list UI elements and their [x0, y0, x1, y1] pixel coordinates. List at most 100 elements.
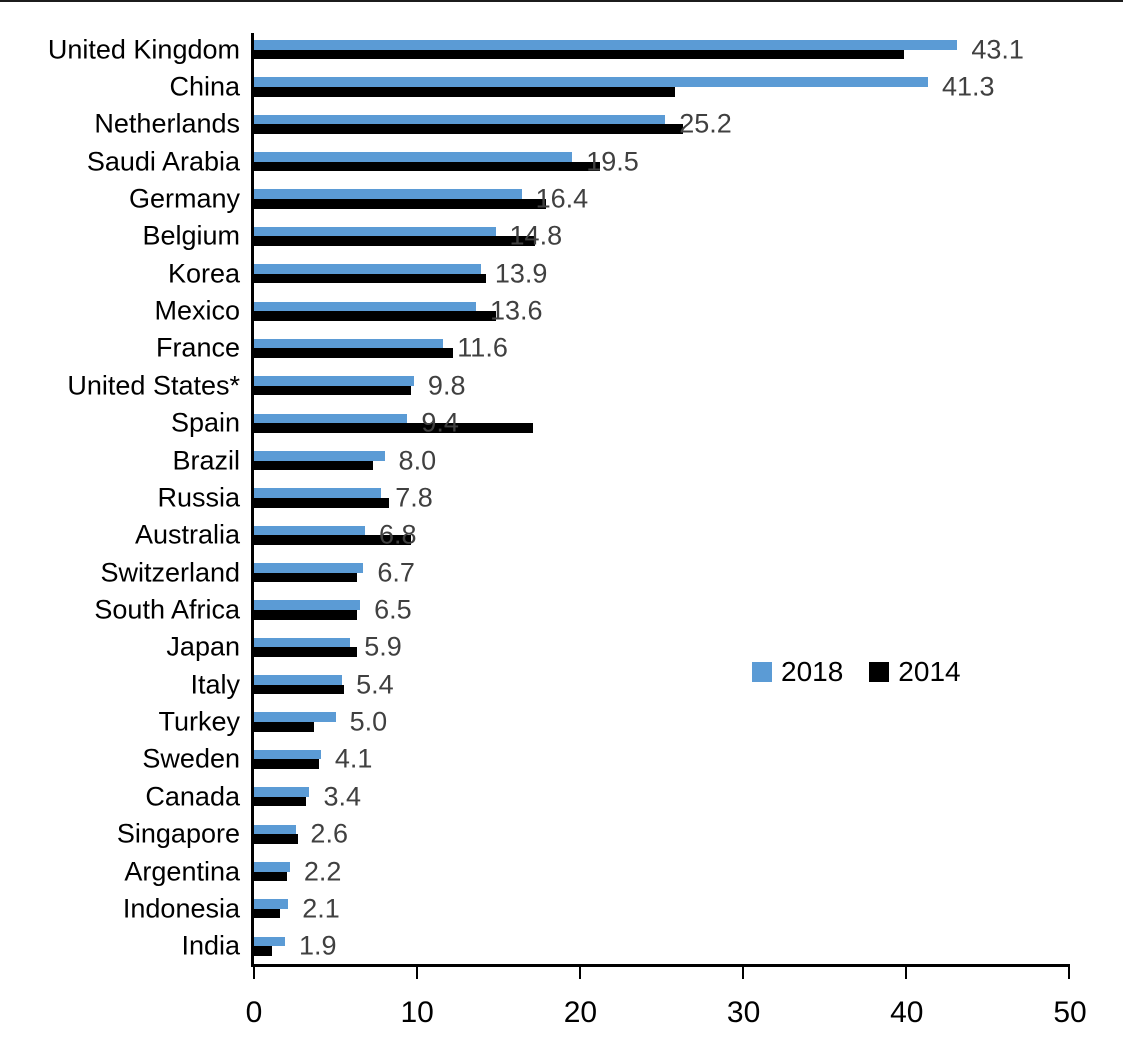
category-label: Saudi Arabia: [86, 146, 240, 177]
category-label: Mexico: [154, 295, 240, 326]
value-label: 2.6: [310, 818, 348, 849]
bar-2014: [254, 311, 496, 321]
value-label: 25.2: [679, 108, 732, 139]
bar-2018: [254, 675, 343, 685]
bar-2018: [254, 226, 496, 237]
legend-swatch-2014: [869, 662, 890, 682]
bar-2014: [254, 497, 390, 508]
bar-2018: [254, 376, 414, 386]
category-label: Japan: [166, 631, 240, 662]
value-label: 7.8: [395, 482, 433, 513]
category-label: Indonesia: [122, 893, 240, 924]
value-label: 9.4: [421, 407, 459, 438]
value-label: 43.1: [971, 34, 1024, 65]
legend: 2018 2014: [752, 656, 961, 688]
x-axis-tick-label: 50: [1053, 996, 1087, 1029]
bar-2014: [254, 348, 454, 359]
bar-2018: [254, 264, 481, 274]
bar-2018: [254, 563, 364, 573]
category-label: France: [155, 332, 240, 363]
top-border-line: [0, 0, 1123, 2]
bar-2014: [254, 86, 676, 97]
category-label: Belgium: [142, 220, 240, 251]
x-axis-tick-label: 40: [890, 996, 924, 1029]
value-label: 19.5: [586, 146, 639, 177]
bar-2014: [254, 946, 272, 956]
category-label: Brazil: [172, 445, 240, 476]
value-label: 8.0: [398, 445, 437, 476]
category-label: India: [181, 930, 240, 961]
value-label: 5.9: [364, 631, 402, 662]
bar-2014: [254, 722, 315, 732]
x-axis-tick: [578, 967, 581, 979]
bar-2014: [254, 385, 411, 396]
bar-2014: [254, 647, 357, 657]
legend-swatch-2018: [752, 662, 772, 682]
x-axis-line: [251, 964, 1070, 967]
value-label: 9.8: [427, 370, 466, 401]
value-label: 16.4: [535, 183, 589, 214]
bar-2018: [254, 787, 310, 797]
legend-item-2014: 2014: [869, 656, 961, 688]
bar-2014: [254, 273, 486, 284]
value-label: 6.5: [374, 594, 412, 625]
bar-2018: [254, 936, 285, 947]
value-label: 5.0: [349, 706, 388, 737]
category-label: Turkey: [158, 706, 240, 737]
bar-2014: [254, 834, 299, 844]
value-label: 1.9: [299, 930, 337, 961]
x-axis-tick-label: 10: [400, 996, 434, 1029]
category-label: Russia: [157, 482, 240, 513]
bar-2018: [254, 40, 958, 50]
x-axis-tick: [905, 967, 908, 979]
bar-2018: [254, 114, 666, 125]
x-axis-tick-label: 30: [726, 996, 761, 1029]
category-label: Italy: [190, 669, 240, 700]
bar-2014: [254, 908, 281, 919]
value-label: 13.6: [489, 295, 543, 326]
bar-2018: [254, 637, 351, 648]
value-label: 2.2: [303, 856, 342, 887]
x-axis-tick: [252, 967, 255, 979]
legend-label-2014: 2014: [898, 656, 961, 687]
bar-2014: [254, 759, 320, 770]
category-label: Spain: [170, 407, 240, 438]
category-label: Canada: [145, 781, 240, 812]
legend-item-2018: 2018: [752, 656, 843, 688]
category-label: Germany: [128, 183, 240, 214]
bar-2014: [254, 871, 287, 882]
category-label: Argentina: [124, 856, 240, 887]
x-axis-tick-label: 20: [563, 996, 598, 1029]
category-label: United States*: [67, 370, 240, 401]
x-axis-tick: [415, 967, 418, 979]
bar-2014: [254, 684, 344, 695]
category-label: Australia: [134, 519, 240, 550]
bar-2014: [254, 535, 411, 545]
bar-2014: [254, 460, 374, 471]
value-label: 6.8: [378, 519, 417, 550]
value-label: 3.4: [323, 781, 362, 812]
bar-2018: [254, 600, 361, 610]
bar-2018: [254, 861, 290, 872]
category-label: Switzerland: [100, 557, 240, 588]
category-label: Sweden: [142, 743, 240, 774]
bar-2018: [254, 413, 408, 424]
bar-2018: [254, 77, 929, 87]
category-label: China: [169, 71, 240, 102]
category-label: Netherlands: [94, 108, 240, 139]
bar-2018: [254, 899, 289, 909]
value-label: 2.1: [302, 893, 340, 924]
bar-2014: [254, 49, 904, 60]
category-label: South Africa: [94, 594, 240, 625]
bar-2014: [254, 161, 600, 172]
value-label: 6.7: [377, 557, 415, 588]
bar-2014: [254, 796, 307, 807]
y-axis-line: [251, 33, 254, 967]
bar-2018: [254, 189, 522, 200]
bar-2018: [254, 712, 336, 723]
category-label: United Kingdom: [47, 34, 240, 65]
value-label: 41.3: [942, 71, 995, 102]
value-label: 5.4: [356, 669, 394, 700]
bar-2018: [254, 301, 476, 312]
